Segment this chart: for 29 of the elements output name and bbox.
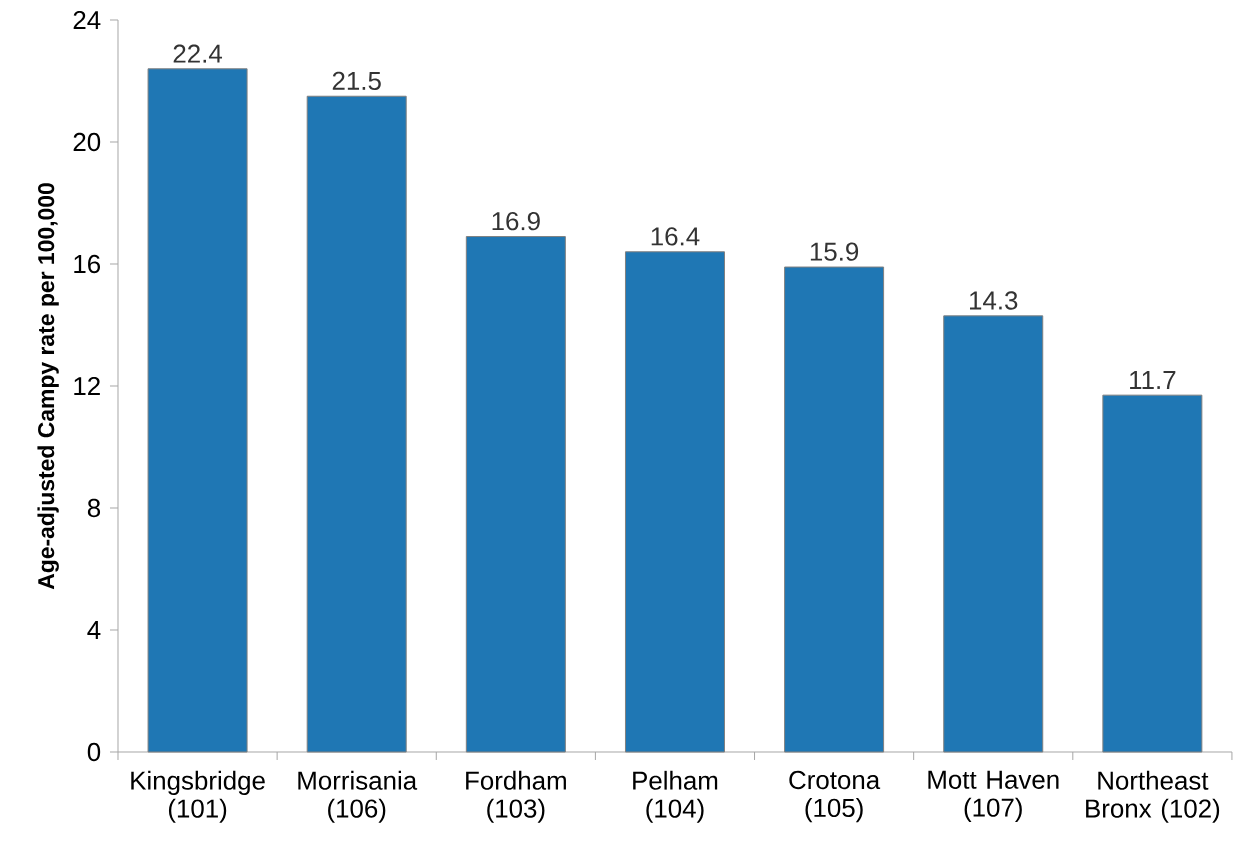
y-axis-title: Age-adjusted Campy rate per 100,000 xyxy=(37,183,59,590)
x-tick-label: Mott Haven (107) xyxy=(928,770,1059,822)
data-label: 14.3 xyxy=(970,291,1018,310)
x-tick-label: Crotona (105) xyxy=(789,770,881,823)
y-tick-label: 4 xyxy=(87,621,101,639)
y-tick-label: 24 xyxy=(73,10,101,30)
bar xyxy=(147,68,248,753)
x-tick-label: Northeast Bronx (102) xyxy=(1086,770,1220,823)
y-tick-label: 8 xyxy=(87,498,101,518)
x-tick-label: Morrisania (106) xyxy=(298,770,418,823)
x-tick-label: Kingsbridge (101) xyxy=(131,770,265,823)
y-tick-label: 12 xyxy=(74,376,100,396)
bar xyxy=(306,95,407,753)
bar xyxy=(465,236,566,753)
data-label: 22.4 xyxy=(173,44,223,63)
y-tick-label: 16 xyxy=(74,254,101,274)
data-label: 15.9 xyxy=(810,242,859,261)
data-label: 11.7 xyxy=(1130,371,1176,389)
x-tick-label: Pelham (104) xyxy=(633,770,718,823)
bar xyxy=(624,251,725,753)
data-label: 21.5 xyxy=(332,71,381,91)
bar xyxy=(943,315,1044,753)
bar xyxy=(1102,394,1203,753)
x-tick-label: Fordham (103) xyxy=(466,770,566,823)
y-tick-label: 20 xyxy=(73,132,101,152)
data-label: 16.4 xyxy=(651,227,700,246)
data-label: 16.9 xyxy=(492,212,540,231)
y-tick-label: 0 xyxy=(87,742,101,762)
bar xyxy=(784,266,885,753)
